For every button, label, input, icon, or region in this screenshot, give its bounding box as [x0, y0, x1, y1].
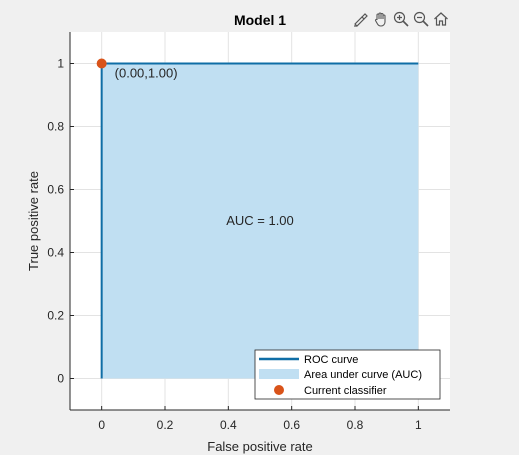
x-tick-label: 0.4	[220, 418, 237, 432]
brush-icon[interactable]	[352, 10, 370, 28]
pan-hand-icon[interactable]	[372, 10, 390, 28]
y-tick-label: 0.2	[47, 309, 64, 323]
auc-annotation: AUC = 1.00	[226, 213, 294, 228]
x-tick-label: 1	[415, 418, 422, 432]
y-tick-label: 0.8	[47, 120, 64, 134]
ticks: 0 0.2 0.4 0.6 0.8 1 0 0.2 0.4 0.6 0.8 1	[47, 57, 422, 433]
auc-area-layer	[101, 63, 419, 379]
x-tick-label: 0.8	[347, 418, 364, 432]
current-classifier-point	[96, 58, 107, 69]
x-tick-label: 0.2	[157, 418, 174, 432]
y-tick-label: 0.4	[47, 246, 64, 260]
y-tick-label: 0	[57, 372, 64, 386]
axes-toolbar	[352, 10, 450, 28]
legend-classifier-swatch	[274, 385, 284, 395]
y-tick-label: 1	[57, 57, 64, 71]
y-axis-label: True positive rate	[26, 171, 41, 271]
zoom-out-icon[interactable]	[412, 10, 430, 28]
home-icon[interactable]	[432, 10, 450, 28]
chart-title: Model 1	[234, 12, 286, 28]
axes-frame	[69, 32, 450, 411]
legend-classifier-label: Current classifier	[304, 385, 387, 397]
x-axis-label: False positive rate	[207, 439, 313, 454]
legend: ROC curve Area under curve (AUC) Current…	[254, 349, 441, 400]
y-tick-label: 0.6	[47, 183, 64, 197]
x-tick-label: 0.6	[283, 418, 300, 432]
legend-auc-label: Area under curve (AUC)	[304, 369, 422, 381]
zoom-in-icon[interactable]	[392, 10, 410, 28]
classifier-layer	[96, 58, 107, 69]
classifier-label: (0.00,1.00)	[115, 66, 178, 81]
legend-auc-swatch	[259, 369, 299, 379]
auc-area	[101, 63, 419, 379]
legend-roc-label: ROC curve	[304, 354, 358, 366]
x-tick-label: 0	[98, 418, 105, 432]
